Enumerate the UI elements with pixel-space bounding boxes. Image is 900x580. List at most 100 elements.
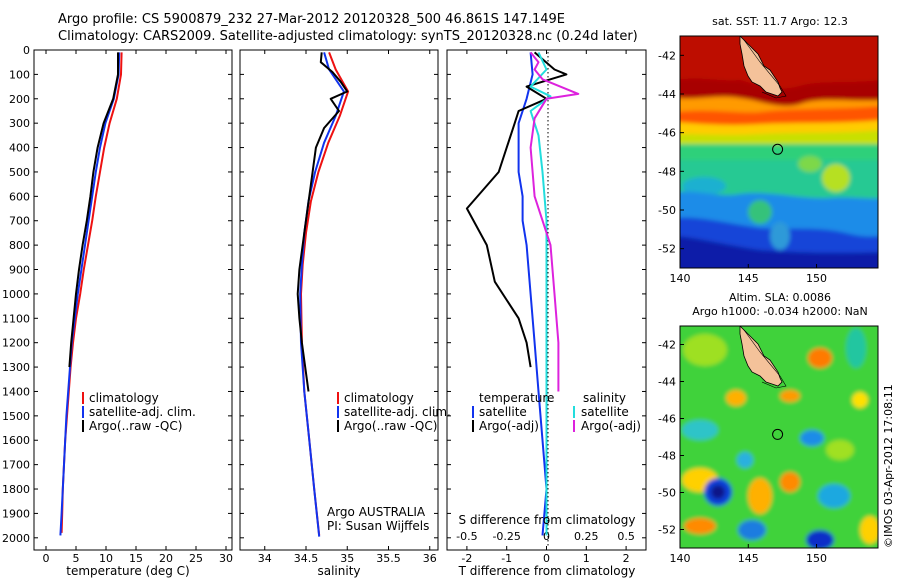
x-tick-label: 10 [99,552,113,565]
depth-tick-label: 1200 [2,337,30,350]
series-line-satellite-adj-clim- [59,52,121,536]
imos-timestamp: ©IMOS 03-Apr-2012 17:08:11 [882,384,895,548]
tasmania-land [739,36,783,97]
legend-label-argo: Argo(..raw -QC) [344,419,437,433]
s-tick-label: 0.25 [574,530,599,543]
x-tick-label: 30 [219,552,233,565]
argo-float-marker [772,428,784,440]
legend-label-s-argo: Argo(-adj) [581,419,641,433]
legend-label-climatology: climatology [89,391,159,405]
x-tick-label: -2 [461,552,472,565]
s-difference-label: S difference from climatology [459,513,636,527]
figure-title-line-1: Argo profile: CS 5900879_232 27-Mar-2012… [58,12,566,27]
sst-map [680,36,878,268]
map-y-tick-label: -44 [658,376,676,389]
map-y-tick-label: -50 [658,204,676,217]
map-y-tick-label: -42 [658,49,676,62]
legend-title-temperature: temperature [479,391,554,405]
temperature-legend: climatology satellite-adj. clim. Argo(..… [82,391,196,433]
series-line-satellite [517,52,548,536]
legend-label-t-argo: Argo(-adj) [479,419,539,433]
temperature-plot-frame [33,49,233,551]
x-tick-label: 35.5 [376,552,401,565]
series-line-satellite [529,51,552,536]
salinity-series [296,52,350,537]
series-line-argo-adj- [529,51,580,392]
x-tick-label: 5 [73,552,80,565]
tasmania-land [739,326,783,387]
salinity-x-axis: 34 34.5 35 35.5 36 [258,50,437,565]
map-x-tick-label: 145 [738,272,759,285]
x-tick-label: 34 [258,552,272,565]
depth-tick-label: 0 [23,44,30,57]
map-y-tick-label: -52 [658,243,676,256]
map-y-tick-label: -48 [658,165,676,178]
salinity-plot-frame [239,49,439,551]
legend-label-satellite: satellite-adj. clim. [344,405,451,419]
t-difference-label: T difference from climatology [458,564,636,578]
sst-map-frame [679,35,879,269]
legend-label-argo: Argo(..raw -QC) [89,419,182,433]
series-line-argo-raw-qc- [68,52,119,368]
sla-map-frame [679,325,879,549]
x-tick-label: 15 [129,552,143,565]
x-tick-label: 0 [43,552,50,565]
depth-tick-label: 1000 [2,288,30,301]
depth-tick-label: 1100 [2,312,30,325]
depth-tick-label: 1700 [2,459,30,472]
depth-tick-label: 1800 [2,483,30,496]
map-x-tick-label: 145 [738,552,759,565]
depth-axis: 0 100 200 300 400 500 600 700 800 900 1000 1100 1200… [2,44,646,545]
salinity-x-label: salinity [317,564,360,578]
x-tick-label: 20 [159,552,173,565]
legend-label-t-satellite: satellite [479,405,527,419]
depth-tick-label: 300 [9,117,30,130]
map-y-tick-label: -44 [658,88,676,101]
s-tick-label: 0.5 [617,530,635,543]
depth-tick-label: 500 [9,166,30,179]
argo-agency-label: Argo AUSTRALIA [327,505,426,519]
difference-series [465,51,580,536]
legend-label-climatology: climatology [344,391,414,405]
argo-float-marker [772,143,784,155]
sla-map-title-2: Argo h1000: -0.034 h2000: NaN [692,305,868,318]
s-tick-label: -0.25 [492,530,520,543]
temperature-x-axis: 0 5 10 15 20 25 30 [43,50,233,565]
map-y-tick-label: -50 [658,487,676,500]
s-tick-label: 0 [543,530,550,543]
map-y-tick-label: -48 [658,450,676,463]
depth-tick-label: 600 [9,190,30,203]
legend-label-satellite: satellite-adj. clim. [89,405,196,419]
map-x-tick-label: 140 [670,552,691,565]
legend-label-s-satellite: satellite [581,405,629,419]
map-y-tick-label: -46 [658,127,676,140]
x-tick-label: 34.5 [294,552,319,565]
argo-pi-label: PI: Susan Wijffels [327,519,429,533]
depth-tick-label: 2000 [2,532,30,545]
temperature-x-label: temperature (deg C) [66,564,189,578]
depth-tick-label: 900 [9,264,30,277]
map-x-tick-label: 150 [806,552,827,565]
temperature-series [59,52,123,536]
series-line-climatology [300,52,350,536]
sla-map-axes: 140 145 150 -42 -44 -46 -48 -50 -52 [658,339,827,566]
map-y-tick-label: -52 [658,524,676,537]
depth-tick-label: 1900 [2,507,30,520]
sla-map [680,326,878,548]
depth-tick-label: 1500 [2,410,30,423]
map-x-tick-label: 150 [806,272,827,285]
series-line-climatology [60,52,123,533]
sst-map-title: sat. SST: 11.7 Argo: 12.3 [712,15,848,28]
x-tick-label: 0 [543,552,550,565]
map-x-tick-label: 140 [670,272,691,285]
depth-tick-label: 100 [9,68,30,81]
map-y-tick-label: -46 [658,413,676,426]
x-tick-label: 2 [623,552,630,565]
figure-title-line-2: Climatology: CARS2009. Satellite-adjuste… [58,29,638,44]
sla-map-title-1: Altim. SLA: 0.0086 [729,291,831,304]
s-tick-label: -0.5 [456,530,477,543]
sst-map-axes: 140 145 150 -42 -44 -46 -48 -50 -52 [658,49,827,285]
depth-tick-label: 400 [9,142,30,155]
series-line-argo-raw-qc- [296,52,349,392]
